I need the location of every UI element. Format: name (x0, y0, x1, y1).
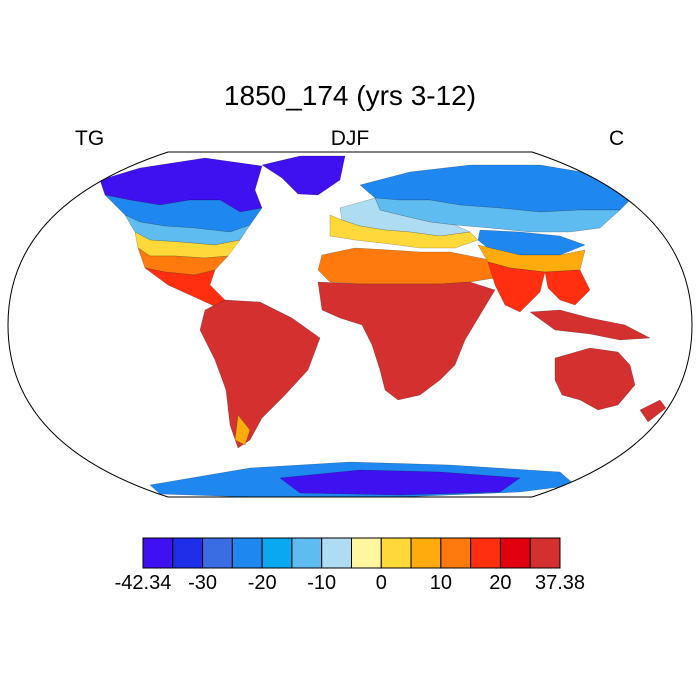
colorbar-tick-label: -30 (188, 572, 218, 594)
colorbar-box (291, 537, 323, 569)
season-label: DJF (330, 127, 370, 150)
colorbar-tick-label: 0 (375, 572, 387, 594)
southeast-asia (544, 269, 591, 306)
australia (554, 347, 636, 411)
map-outline (7, 151, 693, 498)
land-temperature-field (99, 155, 667, 497)
india-region (487, 261, 546, 313)
colorbar-box (142, 537, 174, 569)
colorbar-box (470, 537, 501, 569)
colorbar-box (529, 537, 561, 569)
colorbar-tick-label: -42.34 (114, 572, 172, 594)
greenland-region (261, 155, 346, 196)
new-zealand (639, 399, 667, 423)
colorbar-tick-label: 20 (489, 572, 512, 594)
colorbar-box (410, 537, 442, 569)
colorbar-box (380, 537, 412, 569)
colorbar-tick-label: 37.38 (534, 572, 586, 594)
colorbar-box (231, 537, 263, 569)
europe-south (329, 214, 479, 249)
africa-south (317, 281, 496, 401)
map-title: 1850_174 (yrs 3-12) (223, 80, 477, 111)
variable-label: TG (75, 127, 105, 150)
colorbar-box (321, 537, 353, 569)
indonesia-region (529, 309, 651, 341)
colorbar-box (499, 537, 531, 569)
colorbar-tick-label: -20 (247, 572, 277, 594)
antarctica-interior (279, 469, 521, 496)
units-label: C (609, 127, 625, 150)
colorbar-box (351, 537, 382, 569)
colorbar-box (440, 537, 472, 569)
colorbar-box (202, 537, 233, 569)
colorbar-box (261, 537, 293, 569)
south-america (199, 299, 321, 449)
colorbar-tick-label: -10 (307, 572, 337, 594)
colorbar-box (172, 537, 204, 569)
colorbar-tick-label: 10 (429, 572, 452, 594)
south-america-tip (234, 414, 251, 446)
